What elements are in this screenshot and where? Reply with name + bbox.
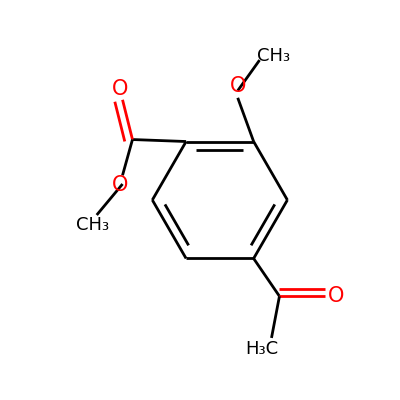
Text: O: O xyxy=(112,79,129,99)
Text: H₃C: H₃C xyxy=(245,340,278,358)
Text: O: O xyxy=(328,286,344,306)
Text: CH₃: CH₃ xyxy=(257,47,290,65)
Text: O: O xyxy=(112,175,129,195)
Text: CH₃: CH₃ xyxy=(76,216,109,234)
Text: O: O xyxy=(230,76,246,96)
